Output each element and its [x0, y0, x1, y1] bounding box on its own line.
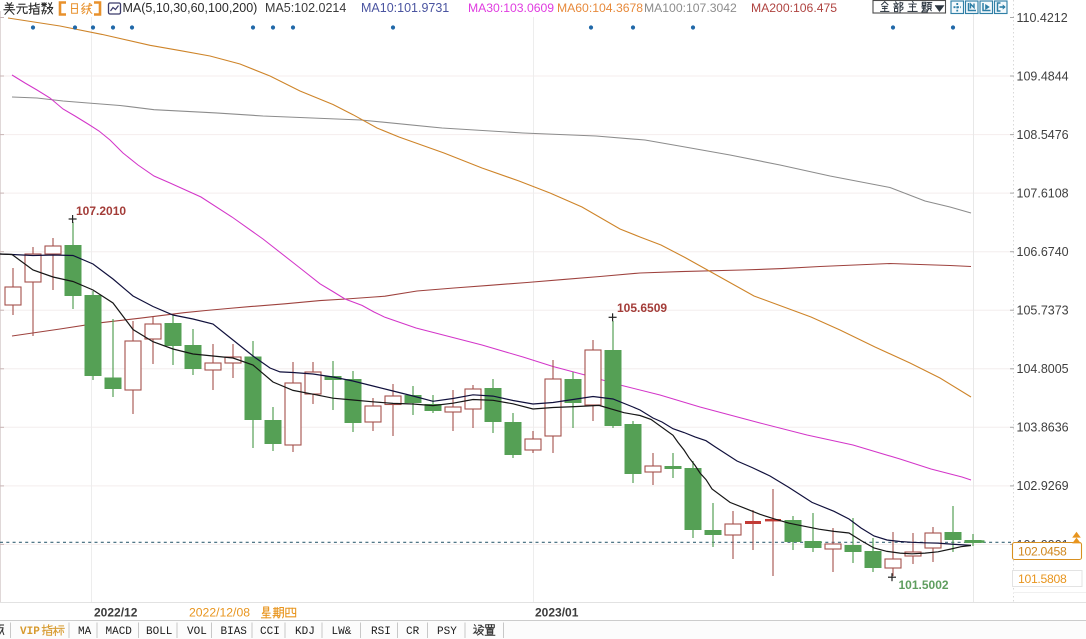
svg-text:MA30:103.0609: MA30:103.0609	[468, 1, 554, 15]
svg-text:2023/01: 2023/01	[535, 606, 579, 620]
svg-text:CCI: CCI	[260, 626, 280, 638]
svg-text:KDJ: KDJ	[295, 626, 315, 638]
svg-text:MA: MA	[78, 626, 92, 638]
svg-text:2022/12/08: 2022/12/08	[189, 606, 250, 620]
svg-text:2022/12: 2022/12	[94, 606, 138, 620]
svg-text:CR: CR	[406, 626, 420, 638]
svg-text:101.5808: 101.5808	[1018, 572, 1067, 586]
svg-text:107.6108: 107.6108	[1017, 186, 1069, 200]
svg-text:MA200:106.475: MA200:106.475	[751, 1, 837, 15]
svg-text:108.5476: 108.5476	[1017, 128, 1069, 142]
svg-text:MA100:107.3042: MA100:107.3042	[644, 1, 737, 15]
svg-text:MA10:101.9731: MA10:101.9731	[361, 1, 449, 15]
svg-text:105.7373: 105.7373	[1017, 304, 1069, 318]
svg-text:VIP: VIP	[20, 626, 40, 638]
svg-text:MACD: MACD	[106, 626, 133, 638]
svg-text:MA(5,10,30,60,100,200): MA(5,10,30,60,100,200)	[123, 1, 258, 15]
svg-text:VOL: VOL	[187, 626, 207, 638]
svg-text:MA60:104.3678: MA60:104.3678	[557, 1, 643, 15]
svg-text:107.2010: 107.2010	[76, 204, 126, 218]
svg-text:106.6740: 106.6740	[1017, 245, 1069, 259]
svg-text:PSY: PSY	[437, 626, 457, 638]
svg-text:RSI: RSI	[371, 626, 391, 638]
svg-text:102.9269: 102.9269	[1017, 479, 1069, 493]
svg-text:MA5:102.0214: MA5:102.0214	[265, 1, 346, 15]
svg-text:105.6509: 105.6509	[617, 301, 667, 315]
svg-text:109.4844: 109.4844	[1017, 69, 1069, 83]
svg-text:101.5002: 101.5002	[899, 578, 949, 592]
svg-text:103.8636: 103.8636	[1017, 421, 1069, 435]
svg-text:LW&: LW&	[332, 626, 352, 638]
svg-text:BIAS: BIAS	[221, 626, 248, 638]
svg-text:102.0458: 102.0458	[1018, 545, 1067, 559]
svg-text:BOLL: BOLL	[146, 626, 172, 638]
svg-text:110.4212: 110.4212	[1017, 11, 1068, 25]
svg-text:104.8005: 104.8005	[1017, 362, 1069, 376]
